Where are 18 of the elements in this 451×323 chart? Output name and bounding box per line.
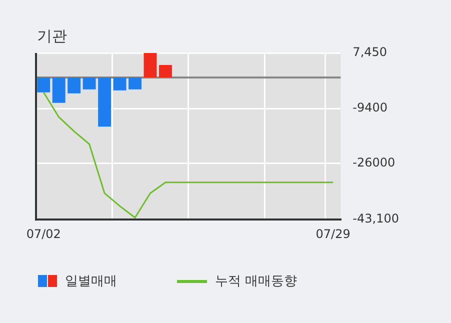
bar bbox=[128, 78, 142, 90]
x-tick-label: 07/02 bbox=[26, 226, 61, 241]
bar bbox=[37, 78, 50, 92]
y-tick-label: 7,450 bbox=[352, 45, 388, 60]
legend-label: 누적 매매동향 bbox=[215, 273, 298, 290]
bar bbox=[98, 78, 112, 127]
bar bbox=[82, 78, 96, 90]
bar bbox=[144, 53, 157, 78]
bar bbox=[159, 65, 172, 78]
y-tick-label: -9400 bbox=[352, 100, 388, 115]
bar bbox=[68, 78, 81, 94]
x-tick-label: 07/29 bbox=[316, 226, 350, 241]
y-tick-label: -43,100 bbox=[352, 212, 400, 226]
y-tick-label: -26000 bbox=[352, 155, 396, 170]
bar bbox=[52, 78, 66, 103]
legend-label: 일별매매 bbox=[65, 273, 117, 290]
chart-title: 기관 bbox=[37, 27, 67, 46]
bar bbox=[113, 78, 126, 90]
